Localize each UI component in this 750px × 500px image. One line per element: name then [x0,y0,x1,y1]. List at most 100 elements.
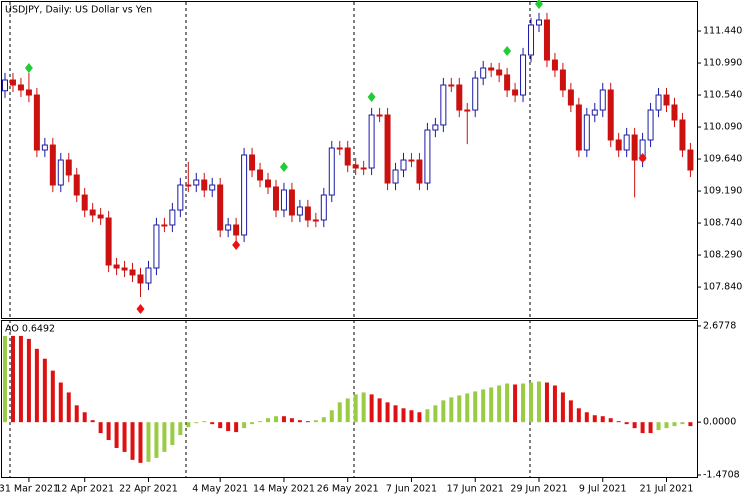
candle-body [41,144,48,151]
x-tick-label: 26 May 2021 [317,484,379,495]
candle-body [368,114,375,169]
candle-body [209,184,216,191]
x-tick-label: 12 Apr 2021 [55,484,114,495]
candle-body [679,119,686,151]
ao-bar [481,389,486,423]
ao-bar [600,416,605,423]
ao-bar [242,422,247,429]
candle-body [607,89,614,141]
ao-bar [688,422,693,427]
ao-bar [425,409,430,423]
candle-body [551,59,558,71]
candle-body [272,186,279,211]
candle-body [257,169,264,181]
ao-bar [608,418,613,423]
ao-bar [401,408,406,423]
candle-body [384,114,391,184]
candle-body [400,159,407,171]
ao-bar [361,392,366,423]
candle-body [217,184,224,231]
y-tick-label: 108.740 [703,218,742,229]
ao-bar [202,421,207,423]
ao-bar [568,400,573,423]
candle-body [472,77,479,111]
ao-bar [417,412,422,423]
ao-bar [26,338,31,423]
ao-bar [313,420,318,423]
ao-bar [592,415,597,423]
candle-body [416,159,423,184]
chart-title: USDJPY, Daily: US Dollar vs Yen [5,5,152,16]
candle-body [504,74,511,91]
fractal [279,162,288,173]
candle-body [280,189,287,211]
ao-bar [266,418,271,423]
ao-bar [50,370,55,423]
ao-bar [680,422,685,425]
candle-body [376,114,383,117]
candle-body [328,147,335,196]
candle-body [336,147,343,150]
x-tick-label: 9 Jul 2021 [579,484,627,495]
candle-body [528,24,535,56]
ao-bar [433,405,438,423]
candle-body [623,134,630,151]
x-tick-label: 29 Jun 2021 [510,484,567,495]
candle-body [655,94,662,111]
ao-bar [560,392,565,423]
candle-body [137,274,144,284]
ao-bar [329,410,334,423]
candle-body [145,267,152,284]
candle-body [81,194,88,211]
ao-bar [74,405,79,423]
y-tick-label: 110.090 [703,122,742,133]
ao-bar [465,393,470,423]
ao-bar [66,392,71,423]
candle-body [567,89,574,106]
candle-body [288,189,295,216]
ao-bar [305,421,310,423]
ao-bar [170,422,175,445]
x-tick-label: 21 Jul 2021 [640,484,694,495]
ao-bar [385,402,390,423]
candle-body [559,69,566,91]
ao-bar [154,422,159,458]
ao-bar [521,383,526,423]
candle-body [57,159,64,186]
ao-bar [640,422,645,434]
candle-body [265,179,272,188]
indicator-title: AO 0.6492 [5,324,55,335]
ao-bar [672,422,677,427]
ao-bar [10,335,15,423]
candle-body [73,174,80,196]
ao-bar [234,422,239,433]
ao-bar [664,422,669,429]
candle-body [392,169,399,184]
candle-body [113,264,120,269]
ao-bar [353,394,358,423]
candle-body [2,79,8,92]
ao-bar [457,395,462,423]
ao-bar [258,421,263,423]
candle-body [663,94,670,106]
ao-bar [210,422,215,425]
ao-bar [178,422,183,436]
ao-bar [377,398,382,423]
ao-bar [90,420,95,423]
ao-bar [497,385,502,423]
fractal [232,240,241,251]
candle-body [344,147,351,166]
ao-bar [513,384,518,423]
candle-body [105,217,112,266]
ao-bar [114,422,119,448]
candle-body [520,54,527,96]
candle-body [129,269,136,276]
ao-bar [42,358,47,423]
fractal [367,92,376,103]
candle-body [456,84,463,111]
candle-body [408,159,415,162]
x-tick-label: 17 Jun 2021 [447,484,504,495]
ao-bar [194,422,199,424]
candle-body [535,19,542,26]
